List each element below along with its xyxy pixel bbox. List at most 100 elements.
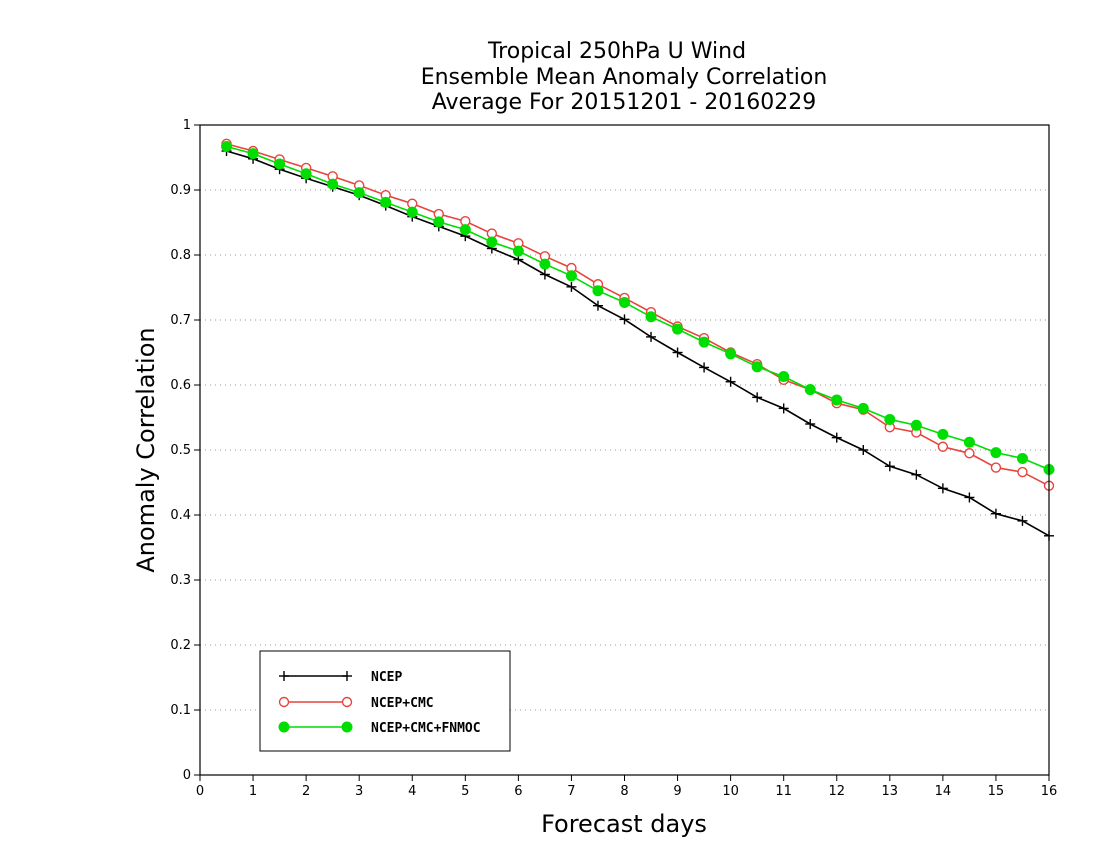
data-point (778, 371, 790, 383)
y-tick-label: 0.6 (170, 378, 191, 393)
data-point (831, 432, 842, 443)
data-point (380, 196, 392, 208)
data-point (990, 447, 1002, 459)
data-point (565, 270, 577, 282)
data-point (486, 236, 498, 248)
y-tick-label: 0 (183, 768, 191, 783)
x-tick-label: 9 (673, 784, 681, 799)
data-point (804, 384, 816, 396)
x-tick-label: 15 (988, 784, 1005, 799)
data-point (459, 224, 471, 236)
data-point (1016, 452, 1028, 464)
data-point (592, 285, 604, 297)
data-point (964, 448, 975, 459)
data-point (433, 216, 445, 228)
data-point (699, 362, 710, 373)
data-point (566, 281, 577, 292)
data-point (592, 300, 603, 311)
data-point (672, 347, 683, 358)
data-point (752, 392, 763, 403)
x-tick-label: 4 (408, 784, 416, 799)
x-axis-label: Forecast days (541, 810, 707, 838)
data-point (937, 483, 948, 494)
series-line (226, 143, 1050, 487)
axes: 00.10.20.30.40.50.60.70.80.910 1 2 3 4 5 6 7 8 9 1… (170, 118, 1057, 799)
data-point (619, 296, 630, 308)
series-line (226, 145, 1050, 471)
legend-label: NCEP (371, 670, 402, 685)
data-point (327, 178, 339, 190)
series-2 (221, 140, 1055, 475)
chart-title: Tropical 250hPa U Wind Ensemble Mean Ano… (421, 39, 828, 115)
y-tick-label: 0.2 (170, 638, 191, 653)
data-point (725, 348, 737, 360)
legend-label: NCEP+CMC (371, 696, 434, 711)
legend-marker (278, 696, 290, 708)
data-point (539, 258, 551, 270)
data-point (646, 331, 657, 342)
data-point (1017, 515, 1028, 526)
series-0 (221, 146, 1054, 541)
x-tick-label: 10 (722, 784, 739, 799)
x-tick-label: 8 (620, 784, 628, 799)
chart-title-line-2: Ensemble Mean Anomaly Correlation (421, 65, 828, 90)
y-tick-label: 0.4 (170, 508, 191, 523)
data-point (857, 402, 869, 414)
legend: NCEP NCEP+CMC NCEP+CMC+FNMOC (259, 650, 511, 752)
data-point (805, 419, 816, 429)
legend-marker (278, 721, 290, 733)
x-tick-label: 14 (935, 784, 952, 799)
legend-marker (341, 721, 353, 733)
data-point (778, 403, 789, 414)
x-tick-label: 2 (302, 784, 310, 799)
data-point (247, 148, 259, 160)
data-point (300, 168, 312, 180)
legend-box (259, 650, 511, 752)
data-point (910, 419, 922, 431)
data-point (751, 361, 763, 373)
data-point (964, 492, 975, 503)
legend-marker (342, 671, 352, 681)
data-point (831, 394, 843, 406)
data-point (963, 436, 975, 448)
data-point (512, 245, 524, 257)
x-tick-label: 0 (196, 784, 204, 799)
data-point (619, 314, 630, 325)
chart-title-line-1: Tropical 250hPa U Wind (487, 39, 746, 64)
y-tick-label: 0.3 (170, 573, 191, 588)
data-point (539, 269, 550, 280)
data-point (698, 336, 710, 348)
gridlines (200, 189, 1049, 711)
data-point (725, 376, 736, 387)
x-tick-label: 12 (828, 784, 845, 799)
data-point (884, 413, 896, 425)
data-point (353, 187, 365, 199)
x-tick-label: 5 (461, 784, 469, 799)
x-tick-label: 1 (249, 784, 257, 799)
y-tick-label: 0.1 (170, 703, 191, 718)
data-point (911, 469, 922, 480)
data-point (672, 323, 684, 335)
data-point (937, 441, 949, 452)
y-tick-label: 0.9 (170, 183, 191, 198)
y-tick-label: 0.5 (170, 443, 191, 458)
data-point (274, 158, 286, 170)
x-tick-label: 7 (567, 784, 575, 799)
data-point (406, 206, 418, 218)
x-tick-label: 6 (514, 784, 522, 799)
chart-title-line-3: Average For 20151201 - 20160229 (432, 90, 817, 115)
y-tick-label: 1 (183, 118, 191, 133)
data-point (990, 462, 1002, 473)
legend-marker (279, 671, 289, 681)
data-series (221, 138, 1055, 541)
data-point (645, 311, 657, 323)
plot-frame (199, 124, 1050, 776)
y-tick-label: 0.7 (170, 313, 191, 328)
data-point (937, 428, 949, 440)
data-point (221, 140, 233, 152)
x-tick-label: 16 (1041, 784, 1058, 799)
data-point (858, 445, 869, 455)
series-line (226, 150, 1050, 537)
legend-marker (341, 696, 353, 708)
